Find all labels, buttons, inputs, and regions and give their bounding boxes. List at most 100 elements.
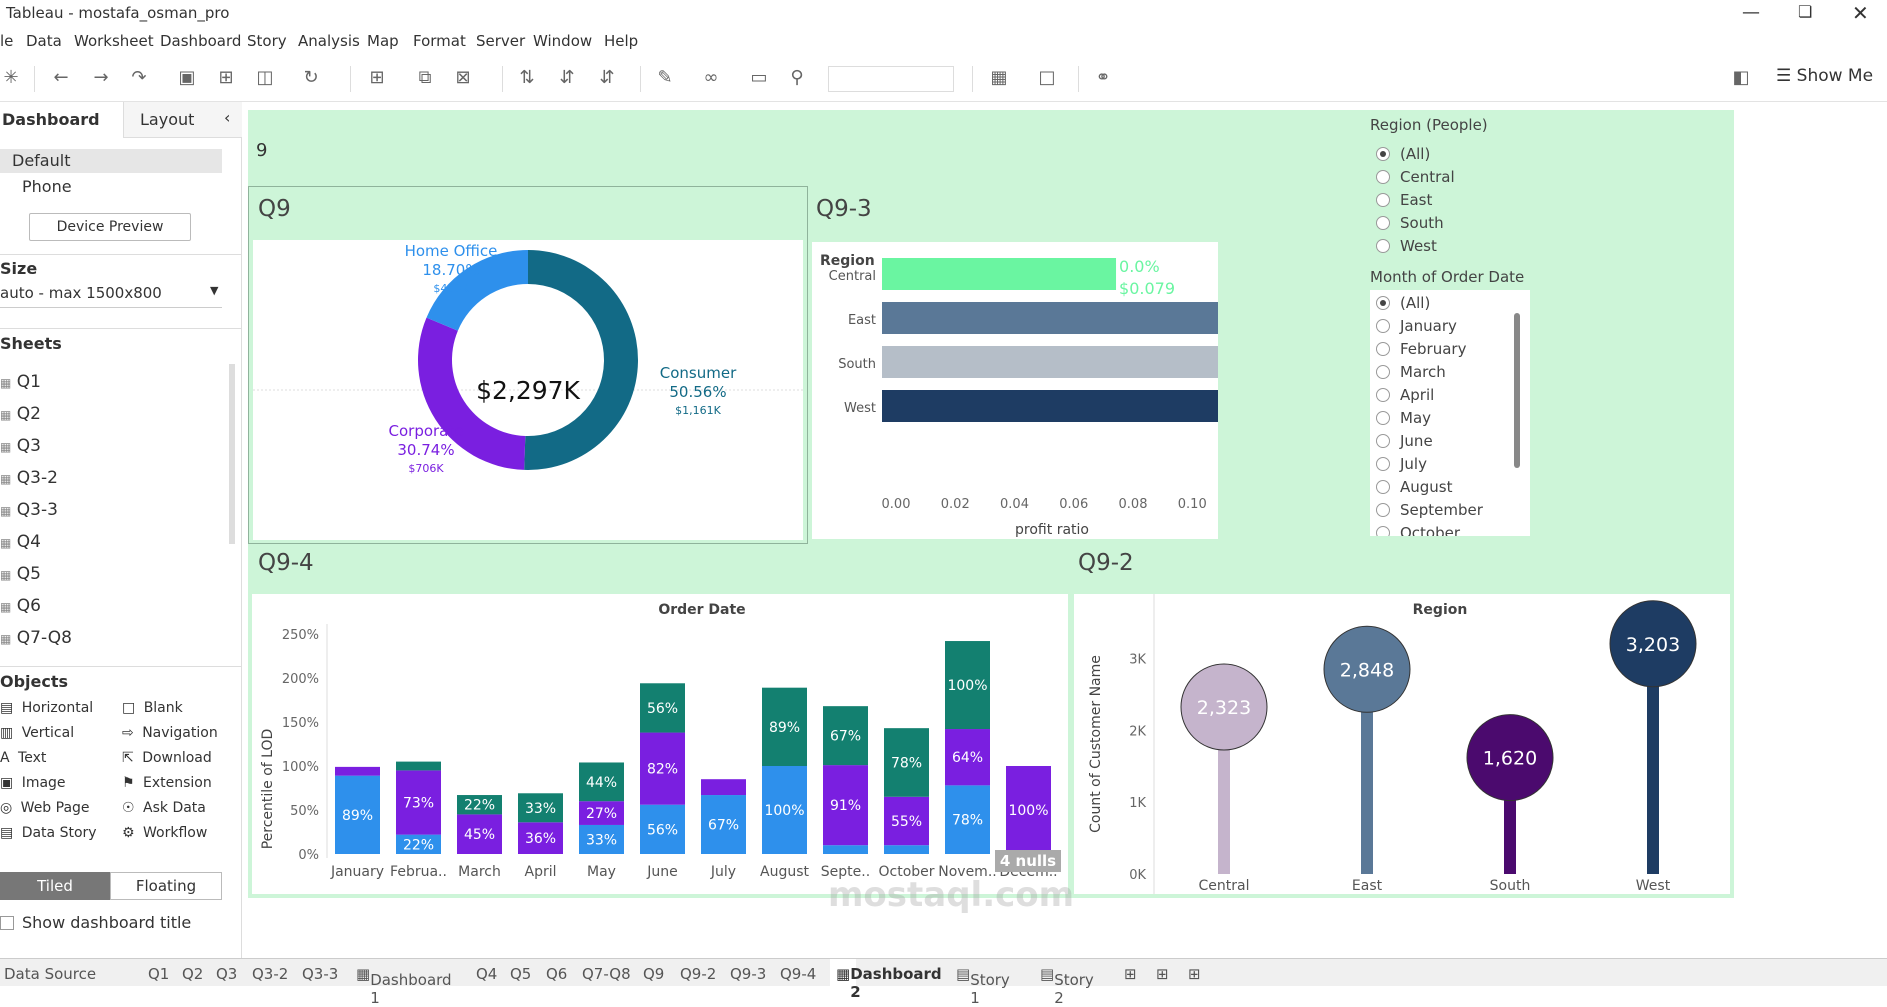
fit-icon[interactable]: ▦ (990, 67, 1008, 88)
region-filter-option[interactable]: South (1376, 214, 1516, 232)
tiled-button[interactable]: Tiled (0, 872, 110, 900)
q9-2-circle-east[interactable] (1323, 625, 1411, 713)
month-filter-option[interactable]: August (1376, 478, 1516, 496)
object-data-story[interactable]: ▤ Data Story (0, 825, 97, 841)
tab-q5[interactable]: Q5 (510, 965, 532, 983)
group-icon[interactable]: ∞ (703, 67, 719, 88)
bookmark-icon[interactable]: ◧ (1732, 67, 1750, 88)
q9-4-bar-segment[interactable] (579, 801, 624, 825)
q9-3-bar-east[interactable] (882, 302, 1282, 334)
region-filter-option[interactable]: East (1376, 191, 1516, 209)
q9-4-bar-segment[interactable] (762, 766, 807, 854)
month-filter-option[interactable]: April (1376, 386, 1516, 404)
q9-4-bar-segment[interactable] (762, 687, 807, 766)
menu-data[interactable]: Data (26, 32, 62, 50)
q9-4-bar-segment[interactable] (823, 845, 868, 854)
month-filter-option[interactable]: March (1376, 363, 1516, 381)
month-filter-radio[interactable] (1376, 457, 1390, 471)
share-icon[interactable]: ⚭ (1095, 67, 1111, 88)
q9-2-circle-central[interactable] (1180, 663, 1268, 751)
q9-4-bar-segment[interactable] (457, 795, 502, 815)
menu-dashboard[interactable]: Dashboard (160, 32, 242, 50)
sheet-item-q3-2[interactable]: ▦ Q3-2 (0, 468, 58, 488)
sheets-scrollbar[interactable] (229, 364, 235, 544)
q9-4-bar-segment[interactable] (396, 834, 441, 854)
new-dashboard-tab-icon[interactable]: ⊞ (1156, 965, 1169, 983)
q9-3-bar-south[interactable] (882, 346, 1235, 378)
tab-q3-2[interactable]: Q3-2 (252, 965, 289, 983)
q9-4-bar-segment[interactable] (1006, 766, 1051, 854)
object-horizontal[interactable]: ▤ Horizontal (0, 700, 94, 716)
new-worksheet-icon[interactable]: ⊞ (369, 67, 385, 88)
menu-file[interactable]: le (0, 32, 14, 50)
new-worksheet-tab-icon[interactable]: ⊞ (1124, 965, 1137, 983)
duplicate-icon[interactable]: ⧉ (418, 67, 432, 88)
device-default[interactable]: Default (0, 149, 222, 173)
month-filter-option[interactable]: May (1376, 409, 1516, 427)
q9-4-bar-segment[interactable] (640, 683, 685, 733)
tab-dashboard[interactable]: Dashboard (0, 102, 124, 138)
donut-slice-corporate[interactable] (418, 317, 526, 470)
q9-4-bar-segment[interactable] (701, 779, 746, 796)
floating-button[interactable]: Floating (110, 872, 222, 900)
device-preview-button[interactable]: Device Preview (29, 213, 191, 241)
tab-dashboard-2[interactable]: ▦ Dashboard 2 (830, 959, 942, 1001)
q9-4-bar-segment[interactable] (640, 732, 685, 805)
menu-help[interactable]: Help (604, 32, 639, 50)
q9-4-bar-segment[interactable] (579, 824, 624, 854)
q9-4-bar-segment[interactable] (884, 728, 929, 797)
new-story-tab-icon[interactable]: ⊞ (1188, 965, 1201, 983)
tab-q3-3[interactable]: Q3-3 (302, 965, 339, 983)
q9-2-circle-south[interactable] (1466, 714, 1554, 802)
sort-asc-icon[interactable]: ⇵ (559, 67, 575, 88)
collapse-icon[interactable]: ‹ (224, 108, 231, 127)
object-workflow[interactable]: ⚙ Workflow (122, 825, 208, 841)
month-filter-option[interactable]: February (1376, 340, 1516, 358)
q9-4-chart[interactable]: Order Date Percentile of LOD 0% 50% 100% 15… (252, 594, 1068, 894)
minimize-icon[interactable]: — (1742, 2, 1760, 23)
region-filter-radio[interactable] (1376, 239, 1390, 253)
menu-story[interactable]: Story (247, 32, 287, 50)
sheet-item-q3-3[interactable]: ▦ Q3-3 (0, 500, 58, 520)
tab-q9-2[interactable]: Q9-2 (680, 965, 717, 983)
q9-4-bar-segment[interactable] (884, 796, 929, 846)
donut-slice-home-office[interactable] (426, 250, 528, 331)
menu-server[interactable]: Server (476, 32, 526, 50)
month-filter-radio[interactable] (1376, 319, 1390, 333)
region-filter-option[interactable]: West (1376, 237, 1516, 255)
month-filter-option[interactable]: January (1376, 317, 1516, 335)
sheet-item-q5[interactable]: ▦ Q5 (0, 564, 41, 584)
tab-q7-q8[interactable]: Q7-Q8 (582, 965, 631, 983)
q9-2-circle-west[interactable] (1609, 600, 1697, 688)
close-icon[interactable]: ✕ (1852, 1, 1869, 25)
device-phone[interactable]: Phone (22, 177, 72, 196)
q9-4-bar-segment[interactable] (945, 729, 990, 786)
nulls-indicator[interactable] (995, 850, 1061, 872)
region-filter-option[interactable]: (All) (1376, 145, 1516, 163)
month-filter-option[interactable]: October (1376, 524, 1516, 536)
highlight-icon[interactable]: ✎ (657, 67, 673, 88)
object-blank[interactable]: □ Blank (122, 700, 183, 716)
object-image[interactable]: ▣ Image (0, 775, 66, 791)
q9-4-bar-segment[interactable] (335, 775, 380, 854)
tab-q4[interactable]: Q4 (476, 965, 498, 983)
q9-4-bar-segment[interactable] (518, 793, 563, 823)
tab-story-2[interactable]: ▤ Story 2 (1040, 965, 1094, 1007)
month-filter-option[interactable]: July (1376, 455, 1516, 473)
object-navigation[interactable]: ⇨ Navigation (122, 725, 218, 741)
fit-dropdown[interactable] (828, 66, 954, 92)
save-icon[interactable]: ▣ (178, 67, 196, 88)
object-text[interactable]: A Text (0, 750, 47, 766)
q9-4-bar-segment[interactable] (945, 641, 990, 730)
q9-3-chart[interactable]: Region profit ratio Central 0.0% $0.079 Eas… (812, 242, 1387, 539)
object-extension[interactable]: ⚑ Extension (122, 775, 212, 791)
undo-icon[interactable]: ← (53, 67, 69, 88)
q9-4-bar-segment[interactable] (579, 762, 624, 802)
q9-2-chart[interactable]: Region Count of Customer Name 0K 1K 2K 3K 2,… (1074, 594, 1730, 894)
month-filter-radio[interactable] (1376, 434, 1390, 448)
menu-worksheet[interactable]: Worksheet (74, 32, 154, 50)
month-filter-radio[interactable] (1376, 480, 1390, 494)
sheet-item-q1[interactable]: ▦ Q1 (0, 372, 41, 392)
tab-q6[interactable]: Q6 (546, 965, 568, 983)
refresh-icon[interactable]: ↻ (303, 67, 319, 88)
